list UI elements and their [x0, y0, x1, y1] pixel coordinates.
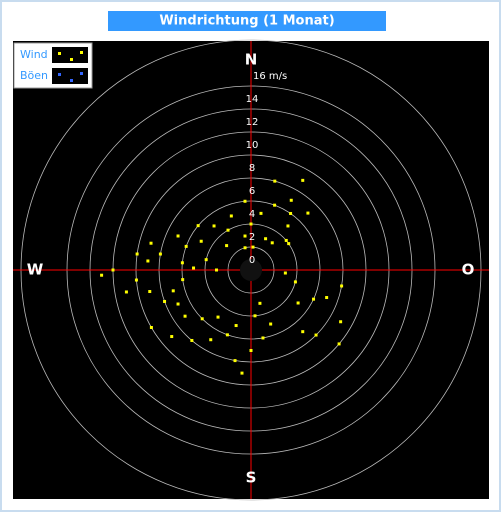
- data-point: [284, 238, 288, 242]
- data-point: [289, 198, 293, 202]
- data-point: [176, 234, 180, 238]
- data-point: [215, 268, 218, 272]
- data-point: [204, 258, 208, 262]
- data-point: [180, 261, 184, 265]
- data-point: [229, 214, 233, 218]
- data-point: [181, 278, 185, 282]
- data-point: [216, 315, 220, 319]
- data-point: [225, 333, 229, 337]
- r-tick-label: 12: [246, 117, 259, 128]
- data-point: [283, 271, 287, 275]
- compass-label: O: [462, 261, 475, 279]
- data-point: [249, 222, 253, 226]
- data-point: [269, 322, 273, 326]
- data-point: [243, 246, 247, 250]
- data-point: [212, 224, 216, 228]
- r-tick-label: 6: [249, 186, 255, 197]
- data-point: [243, 199, 247, 203]
- data-point: [100, 273, 104, 277]
- legend-dot: [80, 72, 83, 75]
- data-point: [340, 284, 344, 288]
- data-point: [124, 290, 128, 294]
- data-point: [183, 314, 187, 318]
- legend-dot: [58, 73, 61, 76]
- data-point: [289, 211, 293, 215]
- data-point: [225, 244, 229, 248]
- data-point: [226, 228, 230, 232]
- data-point: [148, 290, 152, 294]
- r-tick-label: 10: [246, 140, 259, 151]
- data-point: [200, 317, 204, 321]
- data-point: [339, 320, 343, 324]
- data-point: [184, 244, 188, 248]
- data-point: [301, 178, 305, 182]
- data-point: [306, 211, 310, 215]
- data-point: [134, 278, 138, 282]
- data-point: [170, 335, 174, 339]
- center: [240, 259, 262, 281]
- data-point: [296, 301, 300, 305]
- legend-swatch: [52, 47, 88, 63]
- data-point: [301, 330, 305, 334]
- compass-label: S: [246, 469, 257, 487]
- data-point: [196, 224, 200, 228]
- data-point: [261, 336, 265, 340]
- legend-label: Böen: [20, 69, 48, 82]
- data-point: [199, 239, 203, 243]
- data-point: [259, 211, 263, 215]
- legend-dot: [70, 79, 73, 82]
- data-point: [158, 252, 162, 256]
- r-tick-label: 16 m/s: [253, 71, 287, 82]
- data-point: [192, 266, 196, 270]
- title-bar: [108, 11, 386, 31]
- data-point: [249, 349, 253, 352]
- data-point: [176, 302, 180, 306]
- chart-title: Windrichtung (1 Monat): [159, 14, 334, 29]
- data-point: [264, 237, 268, 241]
- data-point: [325, 296, 329, 300]
- r-tick-label: 4: [249, 209, 255, 220]
- data-point: [135, 252, 139, 256]
- compass-label: W: [27, 261, 44, 279]
- legend-dot: [58, 52, 61, 55]
- data-point: [253, 314, 257, 318]
- compass-label: N: [245, 51, 258, 69]
- data-point: [287, 242, 291, 246]
- data-point: [251, 245, 255, 249]
- data-point: [233, 359, 237, 363]
- data-point: [314, 333, 318, 337]
- legend-dot: [80, 51, 83, 54]
- legend-dot: [70, 58, 73, 61]
- data-point: [149, 241, 153, 245]
- data-point: [293, 280, 297, 284]
- data-point: [163, 299, 167, 303]
- data-point: [273, 203, 277, 207]
- data-point: [149, 326, 153, 329]
- r-tick-label: 2: [249, 232, 255, 243]
- data-point: [146, 259, 150, 263]
- data-point: [337, 342, 341, 346]
- legend-label: Wind: [20, 48, 48, 61]
- data-point: [111, 268, 115, 272]
- data-point: [190, 338, 194, 342]
- data-point: [273, 179, 277, 183]
- r-tick-label: 14: [246, 94, 259, 105]
- data-point: [209, 338, 213, 342]
- data-point: [258, 301, 262, 305]
- data-point: [286, 224, 290, 228]
- data-point: [312, 297, 316, 301]
- data-point: [171, 289, 175, 293]
- legend-swatch: [52, 68, 88, 84]
- data-point: [234, 324, 238, 328]
- r-tick-label: 0: [249, 255, 255, 266]
- data-point: [270, 241, 274, 245]
- data-point: [243, 234, 247, 238]
- r-tick-label: 8: [249, 163, 255, 174]
- data-point: [240, 371, 244, 375]
